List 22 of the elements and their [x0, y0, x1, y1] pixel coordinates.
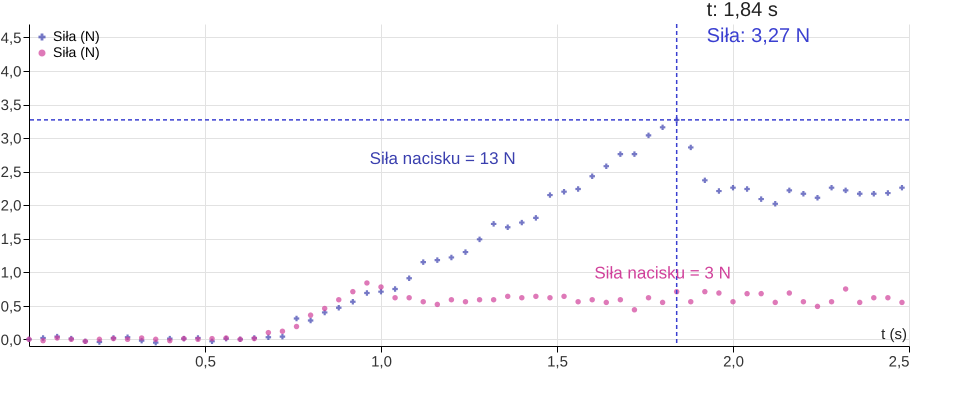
y-tick-label: 4,5: [0, 30, 22, 47]
ref-line-label: t: 1,84 s: [706, 0, 778, 21]
y-tick-label: 1,0: [0, 264, 22, 282]
y-tick-label: 1,5: [0, 231, 22, 248]
x-tick-label: 0,5: [195, 354, 216, 370]
y-tick-label: 3,5: [0, 97, 22, 114]
y-tick-label: 2,0: [0, 198, 22, 215]
x-tick-label: 1,5: [547, 354, 568, 370]
x-axis-title: t (s): [881, 326, 907, 343]
y-tick-label: 0,5: [0, 298, 22, 316]
annotation: Siła nacisku = 13 N: [370, 149, 516, 168]
x-tick-label: 2,5: [888, 354, 910, 370]
y-tick-label: 3,0: [0, 130, 22, 148]
y-tick-label: 0,0: [0, 332, 22, 349]
legend-label: Siła (N): [53, 28, 100, 44]
ref-line-label: Siła: 3,27 N: [706, 25, 810, 47]
x-tick-label: 2,0: [723, 354, 744, 370]
x-tick-label: 1,0: [371, 354, 392, 370]
y-tick-label: 4,0: [0, 63, 22, 80]
annotation: Siła nacisku = 3 N: [594, 264, 731, 283]
legend-label: Siła (N): [53, 44, 100, 60]
y-tick-label: 2,5: [0, 164, 22, 182]
